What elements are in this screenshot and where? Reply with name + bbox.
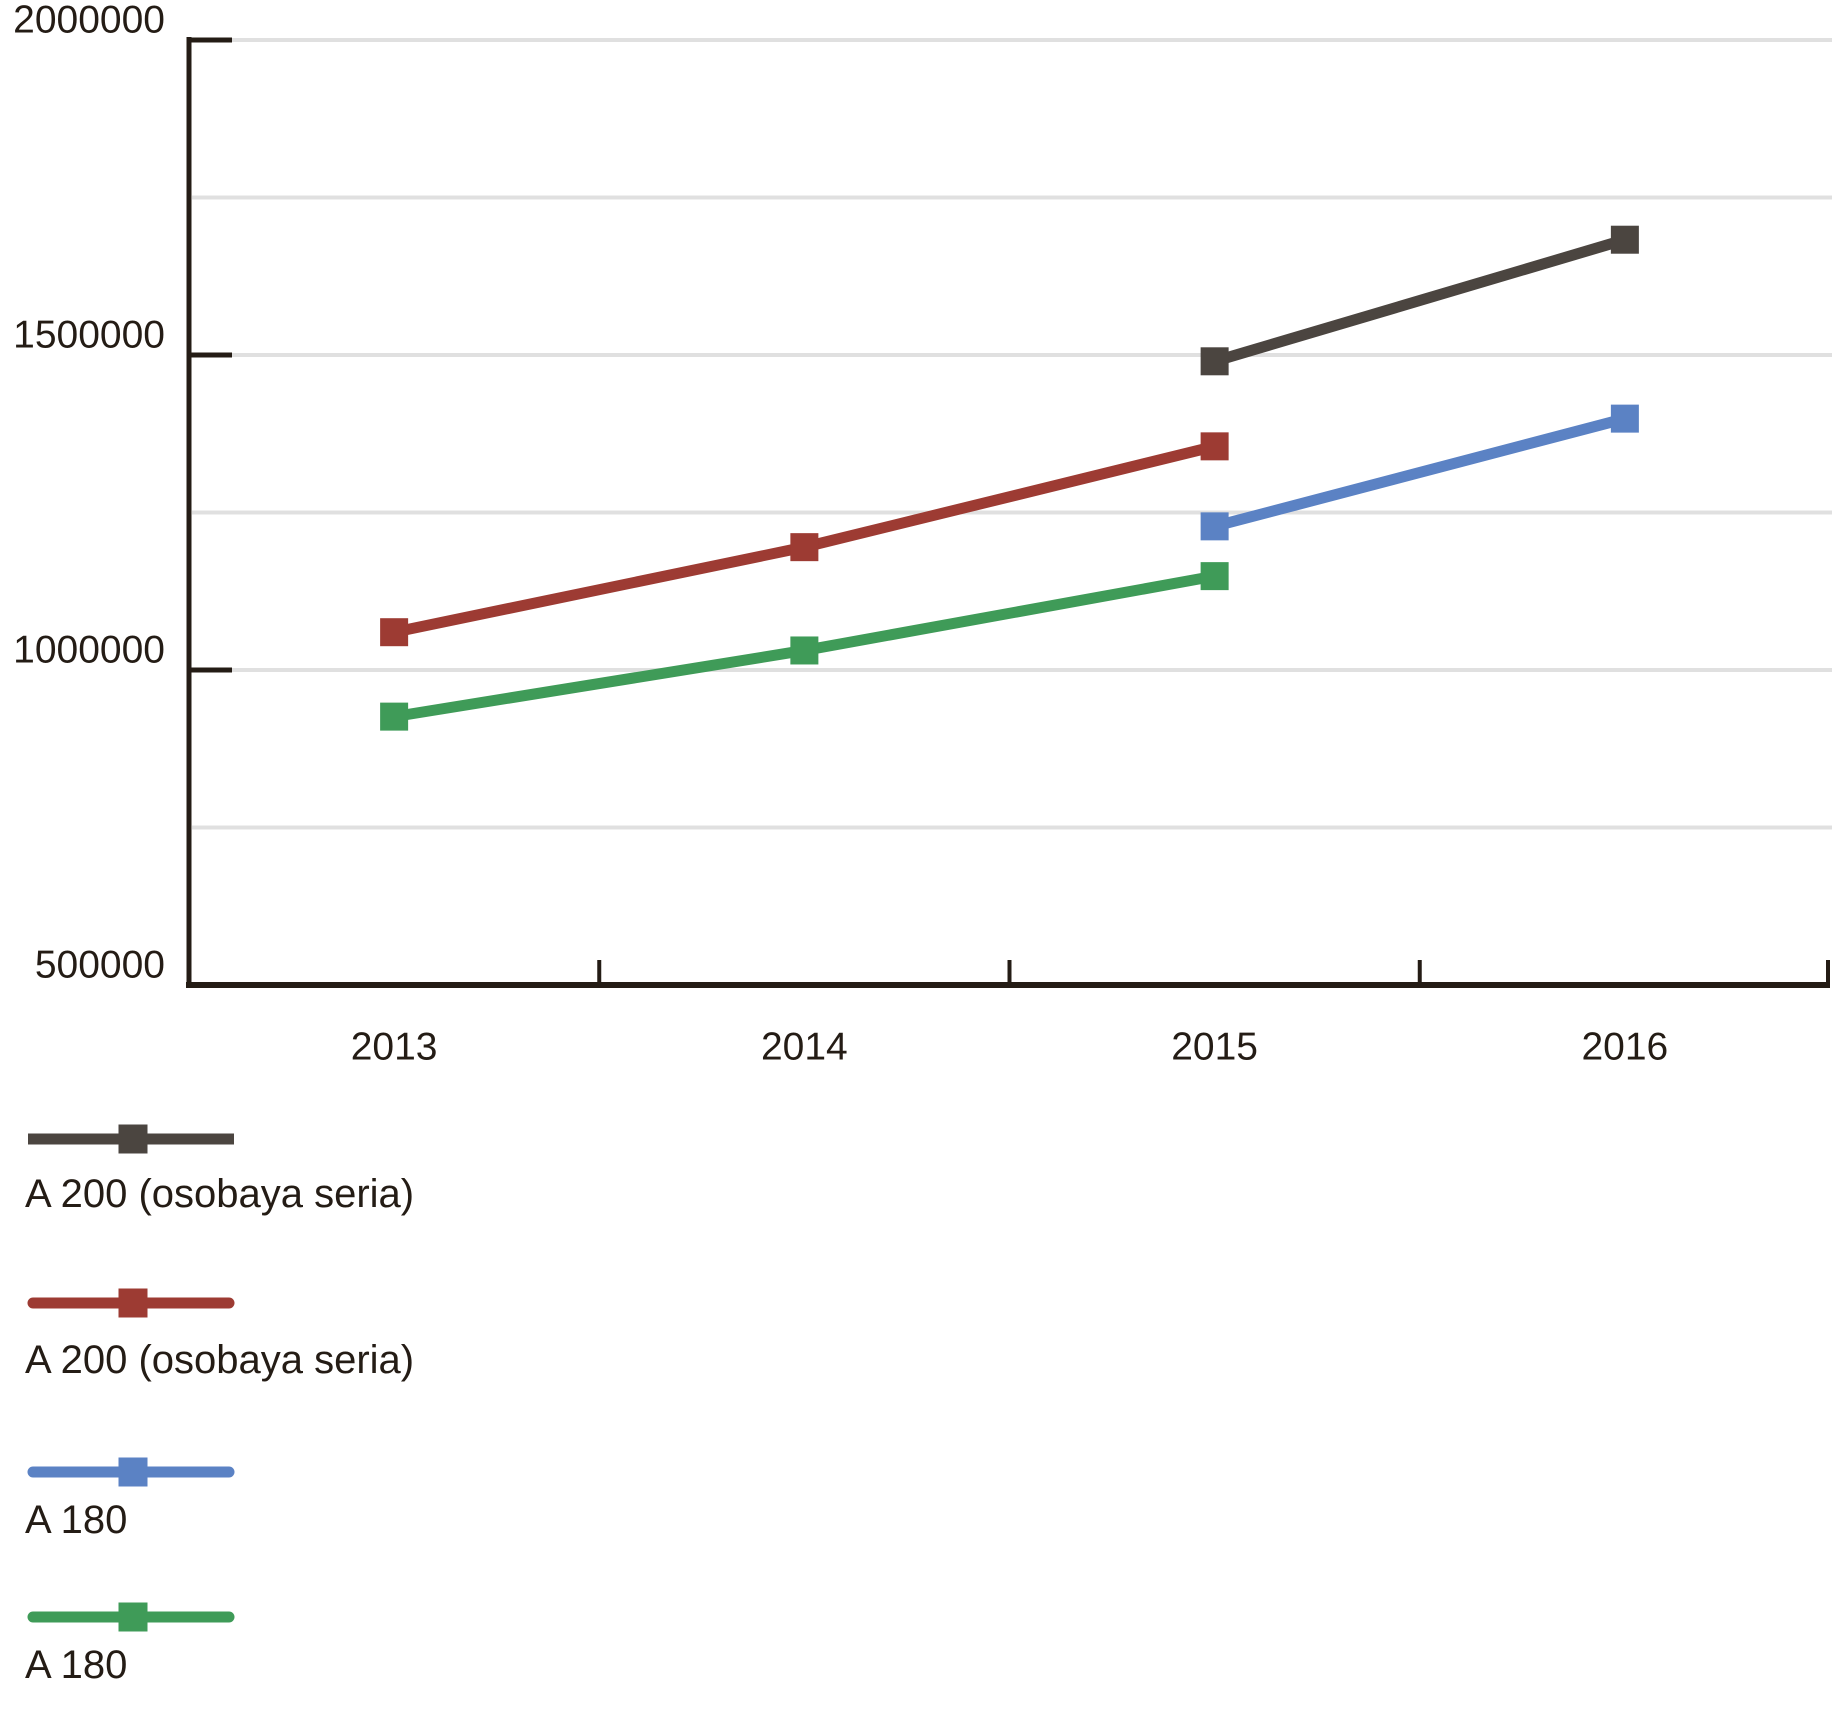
legend-marker-3 xyxy=(118,1602,148,1632)
series-2-marker-2016 xyxy=(1610,404,1639,433)
series-line-0 xyxy=(1213,234,1627,367)
y-tick-label: 1500000 xyxy=(13,314,165,357)
series-0-marker-2016 xyxy=(1610,225,1639,254)
legend-marker-0 xyxy=(118,1124,148,1154)
series-3-marker-2015 xyxy=(1200,562,1229,591)
legend-label-1: A 200 (osobaya seria) xyxy=(25,1338,414,1382)
x-tick-label: 2015 xyxy=(1171,1026,1258,1069)
series-3-marker-2014 xyxy=(790,636,819,665)
series-2-marker-2015 xyxy=(1200,512,1229,541)
series-0-marker-2015 xyxy=(1200,347,1229,376)
legend-label-2: A 180 xyxy=(25,1498,127,1542)
x-tick-label: 2016 xyxy=(1581,1026,1668,1069)
series-1-marker-2013 xyxy=(380,618,409,647)
x-tick-label: 2014 xyxy=(761,1026,848,1069)
legend-label-0: A 200 (osobaya seria) xyxy=(25,1172,414,1216)
series-line-2 xyxy=(1209,413,1631,532)
legend-marker-1 xyxy=(118,1288,148,1318)
series-1-marker-2014 xyxy=(790,533,819,562)
series-1-marker-2015 xyxy=(1200,432,1229,461)
y-tick-label: 2000000 xyxy=(13,0,165,42)
y-tick-label: 1000000 xyxy=(13,629,165,672)
x-tick-label: 2013 xyxy=(351,1026,438,1069)
y-tick-label: 500000 xyxy=(35,944,165,987)
series-3-marker-2013 xyxy=(380,702,409,731)
legend-marker-2 xyxy=(118,1457,148,1487)
legend-label-3: A 180 xyxy=(25,1643,127,1687)
